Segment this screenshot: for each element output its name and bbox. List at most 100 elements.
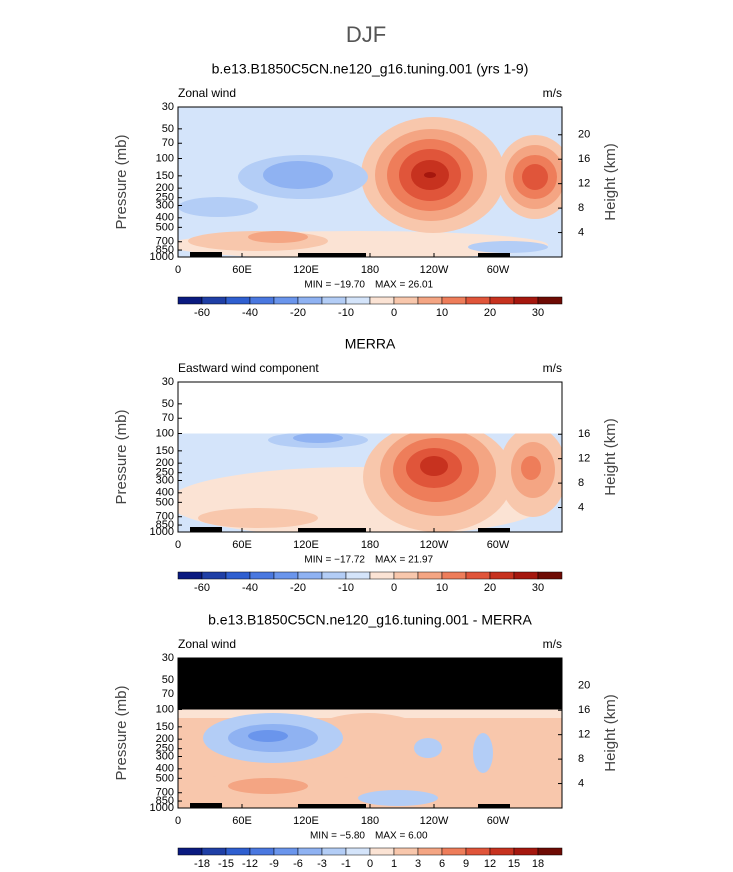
x-tick-label: 120E — [293, 815, 319, 827]
contour-field — [178, 382, 562, 532]
colorbar-box — [417, 847, 443, 856]
colorbar-label: -9 — [269, 858, 279, 870]
colorbar-label: 18 — [532, 858, 544, 870]
y-tick-label: 30 — [162, 652, 174, 664]
y2-tick-label: 16 — [578, 153, 590, 165]
y-tick-label: 30 — [162, 101, 174, 113]
y-tick-label: 250 — [156, 192, 174, 204]
y-tick-label: 400 — [156, 212, 174, 224]
max-label: MAX = 26.01 — [375, 280, 434, 291]
y-tick-label: 250 — [156, 743, 174, 755]
y-axis-title: Pressure (mb) — [113, 685, 130, 780]
contour-region — [521, 456, 541, 480]
y-tick-label: 500 — [156, 496, 174, 508]
terrain — [190, 527, 222, 532]
colorbar-label: 10 — [436, 307, 448, 319]
y-tick-label: 200 — [156, 182, 174, 194]
colorbar-box — [465, 571, 491, 580]
y-tick-label: 850 — [156, 244, 174, 256]
colorbar-box — [417, 571, 443, 580]
colorbar-label: 30 — [532, 307, 544, 319]
y-tick-label: 400 — [156, 487, 174, 499]
terrain — [190, 252, 222, 257]
contour-region — [178, 197, 258, 217]
colorbar-box — [345, 847, 371, 856]
panel-title: b.e13.B1850C5CN.ne120_g16.tuning.001 (yr… — [212, 61, 529, 77]
y-tick-label: 200 — [156, 457, 174, 469]
colorbar-label: -18 — [194, 858, 210, 870]
y-tick-label: 300 — [156, 474, 174, 486]
x-tick-label: 180 — [361, 815, 379, 827]
colorbar-label: 3 — [415, 858, 421, 870]
y-axis-title: Pressure (mb) — [113, 409, 130, 504]
y2-tick-label: 8 — [578, 477, 584, 489]
colorbar-label: 0 — [367, 858, 373, 870]
colorbar-box — [489, 296, 515, 305]
x-tick-label: 60W — [487, 815, 510, 827]
y-tick-label: 70 — [162, 412, 174, 424]
colorbar-label: -20 — [290, 307, 306, 319]
colorbar-box — [249, 571, 275, 580]
colorbar-box — [369, 571, 395, 580]
colorbar-box — [465, 296, 491, 305]
left-label: Eastward wind component — [178, 361, 319, 375]
y2-tick-label: 12 — [578, 729, 590, 741]
y-tick-label: 150 — [156, 721, 174, 733]
colorbar-box — [393, 847, 419, 856]
contour-region — [508, 726, 562, 770]
colorbar-box — [369, 296, 395, 305]
colorbar-box — [177, 571, 203, 580]
colorbar-box — [513, 571, 539, 580]
colorbar-label: -60 — [194, 582, 210, 594]
colorbar-box — [537, 847, 563, 856]
colorbar-label: 12 — [484, 858, 496, 870]
y2-tick-label: 16 — [578, 428, 590, 440]
colorbar-box — [201, 847, 227, 856]
colorbar-label: -1 — [341, 858, 351, 870]
x-tick-label: 60E — [232, 264, 252, 276]
colorbar-label: 20 — [484, 582, 496, 594]
contour-region — [468, 241, 548, 253]
colorbar-label: 1 — [391, 858, 397, 870]
y-tick-label: 100 — [156, 703, 174, 715]
left-label: Zonal wind — [178, 637, 236, 651]
panel-title: b.e13.B1850C5CN.ne120_g16.tuning.001 - M… — [208, 612, 532, 628]
contour-field — [178, 658, 562, 808]
y-tick-label: 700 — [156, 787, 174, 799]
colorbar-box — [537, 571, 563, 580]
x-tick-label: 60E — [232, 539, 252, 551]
colorbar-box — [489, 571, 515, 580]
y-tick-label: 50 — [162, 398, 174, 410]
colorbar-box — [201, 296, 227, 305]
y2-tick-label: 16 — [578, 704, 590, 716]
terrain — [478, 804, 510, 808]
colorbar-box — [249, 296, 275, 305]
y2-axis-title: Height (km) — [602, 418, 619, 496]
y-tick-label: 700 — [156, 236, 174, 248]
y-tick-label: 1000 — [150, 251, 174, 263]
terrain — [478, 253, 510, 257]
colorbar-box — [393, 296, 419, 305]
colorbar-box — [201, 571, 227, 580]
colorbar-label: -10 — [338, 582, 354, 594]
colorbar-label: 9 — [463, 858, 469, 870]
terrain — [208, 804, 216, 808]
panel: b.e13.B1850C5CN.ne120_g16.tuning.001 - M… — [113, 612, 619, 870]
colorbar-box — [417, 296, 443, 305]
contour-region — [228, 778, 308, 794]
colorbar-box — [297, 296, 323, 305]
contour-region — [424, 172, 436, 178]
y-tick-label: 30 — [162, 376, 174, 388]
min-label: MIN = −5.80 — [310, 831, 365, 842]
contour-region — [198, 508, 318, 528]
y-tick-label: 50 — [162, 123, 174, 135]
min-label: MIN = −17.72 — [304, 555, 365, 566]
colorbar-box — [537, 296, 563, 305]
x-tick-label: 120E — [293, 539, 319, 551]
y2-tick-label: 4 — [578, 226, 584, 238]
y-tick-label: 50 — [162, 674, 174, 686]
panel-title: MERRA — [345, 336, 396, 352]
colorbar-box — [345, 571, 371, 580]
colorbar-box — [369, 847, 395, 856]
